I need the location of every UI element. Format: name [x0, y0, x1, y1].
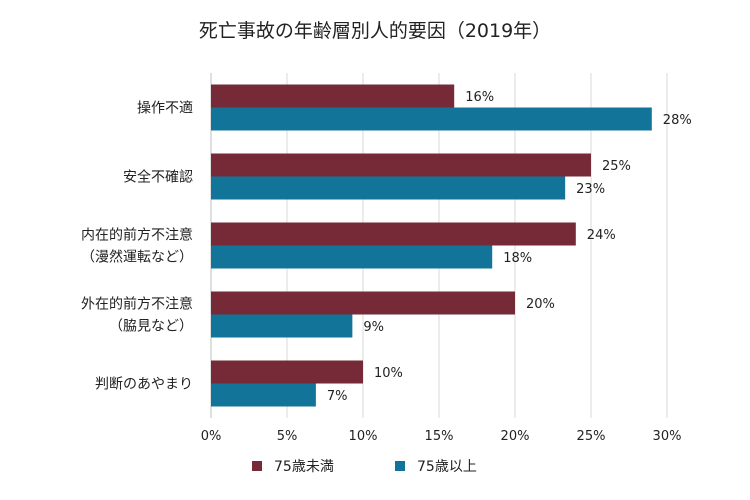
legend-swatch: [395, 461, 405, 471]
category-label: （脇見など）: [109, 319, 193, 335]
data-label: 9%: [363, 320, 384, 335]
data-label: 16%: [465, 90, 494, 105]
bar-under75: [211, 153, 591, 177]
category-label: 外在的前方不注意: [81, 296, 193, 313]
legend-label: 75歳以上: [417, 459, 477, 475]
category-label: （漫然運転など）: [81, 249, 193, 266]
x-tick-label: 30%: [653, 429, 682, 444]
x-tick-label: 25%: [577, 429, 606, 444]
category-label: 操作不適: [137, 100, 193, 117]
category-label: 安全不確認: [123, 169, 193, 186]
bar-over75: [211, 383, 316, 407]
bar-under75: [211, 291, 515, 315]
bars: [211, 84, 652, 407]
legend-swatch: [252, 461, 262, 471]
chart-title: 死亡事故の年齢層別人的要因（2019年）: [199, 20, 551, 42]
legend-label: 75歳未満: [274, 459, 334, 475]
x-tick-label: 10%: [349, 429, 378, 444]
data-label: 18%: [503, 251, 532, 266]
bar-over75: [211, 245, 493, 269]
bar-over75: [211, 176, 566, 200]
legend: 75歳未満 75歳以上: [252, 459, 477, 475]
x-tick-label: 15%: [425, 429, 454, 444]
category-label: 判断のあやまり: [95, 377, 193, 393]
data-label: 25%: [602, 159, 631, 174]
data-label: 10%: [374, 366, 403, 381]
category-label: 内在的前方不注意: [81, 227, 193, 244]
data-label: 20%: [526, 297, 555, 312]
data-label: 23%: [576, 182, 605, 197]
x-tick-label: 20%: [501, 429, 530, 444]
bar-over75: [211, 314, 353, 338]
data-label: 28%: [663, 113, 692, 128]
bar-under75: [211, 84, 455, 108]
data-label: 24%: [587, 228, 616, 243]
data-label: 7%: [327, 389, 348, 404]
x-tick-label: 0%: [201, 429, 222, 444]
bar-under75: [211, 222, 576, 246]
bar-over75: [211, 107, 652, 131]
x-tick-label: 5%: [277, 429, 298, 444]
bar-under75: [211, 360, 363, 384]
